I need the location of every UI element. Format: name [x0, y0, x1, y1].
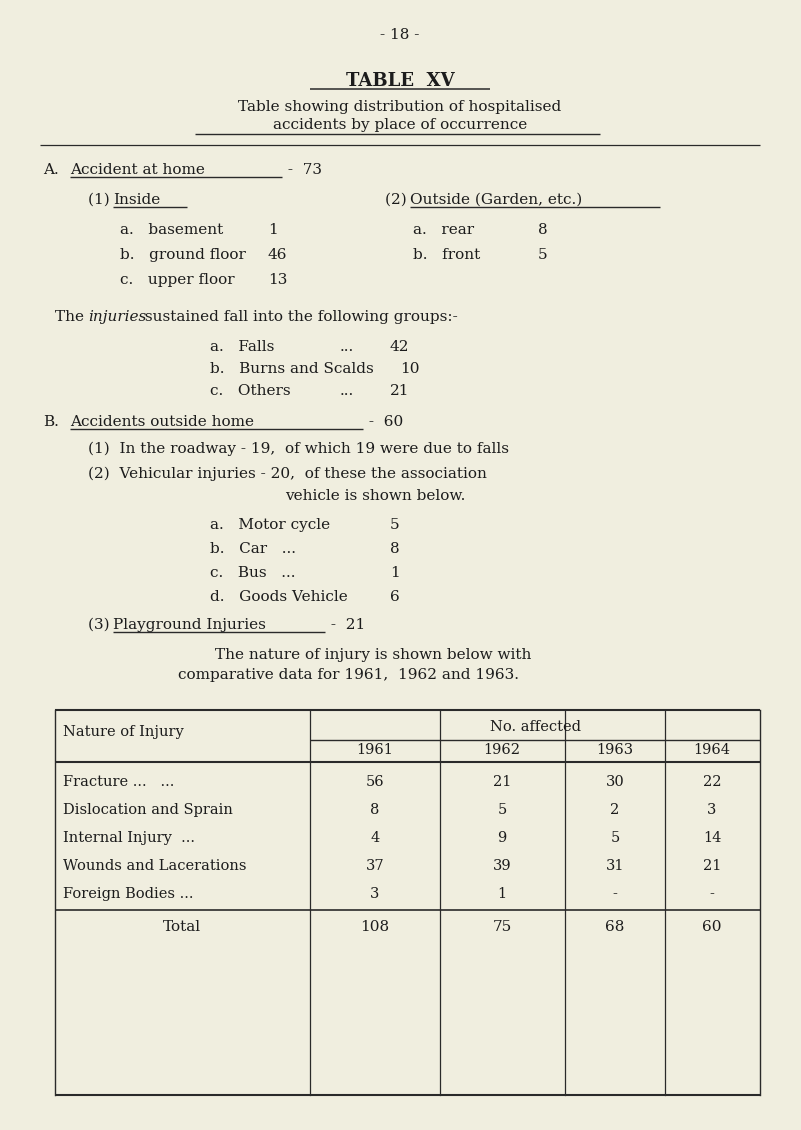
Text: 22: 22 — [702, 775, 721, 789]
Text: d.   Goods Vehicle: d. Goods Vehicle — [210, 590, 348, 605]
Text: 108: 108 — [360, 920, 389, 935]
Text: TABLE  XV: TABLE XV — [346, 72, 454, 90]
Text: 42: 42 — [390, 340, 409, 354]
Text: 8: 8 — [390, 542, 400, 556]
Text: 1963: 1963 — [597, 744, 634, 757]
Text: 21: 21 — [702, 859, 721, 873]
Text: 1: 1 — [497, 887, 506, 901]
Text: 1: 1 — [390, 566, 400, 580]
Text: -  60: - 60 — [364, 415, 403, 429]
Text: Inside: Inside — [113, 193, 160, 207]
Text: 56: 56 — [366, 775, 384, 789]
Text: 60: 60 — [702, 920, 722, 935]
Text: ...: ... — [340, 384, 354, 398]
Text: Foreign Bodies ...: Foreign Bodies ... — [63, 887, 194, 901]
Text: 8: 8 — [538, 223, 548, 237]
Text: - 18 -: - 18 - — [380, 28, 420, 42]
Text: 3: 3 — [370, 887, 380, 901]
Text: The: The — [55, 310, 89, 324]
Text: 46: 46 — [268, 247, 288, 262]
Text: b.   ground floor: b. ground floor — [120, 247, 246, 262]
Text: accidents by place of occurrence: accidents by place of occurrence — [273, 118, 527, 132]
Text: 21: 21 — [493, 775, 511, 789]
Text: a.   Motor cycle: a. Motor cycle — [210, 518, 330, 532]
Text: 1964: 1964 — [694, 744, 731, 757]
Text: 5: 5 — [610, 831, 620, 845]
Text: Playground Injuries: Playground Injuries — [113, 618, 266, 632]
Text: 6: 6 — [390, 590, 400, 605]
Text: Nature of Injury: Nature of Injury — [63, 725, 183, 739]
Text: Fracture ...   ...: Fracture ... ... — [63, 775, 175, 789]
Text: Accidents outside home: Accidents outside home — [70, 415, 254, 429]
Text: a.   Falls: a. Falls — [210, 340, 275, 354]
Text: c.   Others: c. Others — [210, 384, 291, 398]
Text: 37: 37 — [366, 859, 384, 873]
Text: 68: 68 — [606, 920, 625, 935]
Text: c.   upper floor: c. upper floor — [120, 273, 235, 287]
Text: 21: 21 — [390, 384, 409, 398]
Text: c.   Bus   ...: c. Bus ... — [210, 566, 296, 580]
Text: comparative data for 1961,  1962 and 1963.: comparative data for 1961, 1962 and 1963… — [178, 668, 519, 683]
Text: 10: 10 — [400, 362, 420, 376]
Text: -  21: - 21 — [326, 618, 365, 632]
Text: 5: 5 — [538, 247, 548, 262]
Text: 13: 13 — [268, 273, 288, 287]
Text: 4: 4 — [370, 831, 380, 845]
Text: -  73: - 73 — [283, 163, 322, 177]
Text: a.   basement: a. basement — [120, 223, 223, 237]
Text: Total: Total — [163, 920, 201, 935]
Text: 1962: 1962 — [484, 744, 521, 757]
Text: 75: 75 — [493, 920, 512, 935]
Text: Internal Injury  ...: Internal Injury ... — [63, 831, 195, 845]
Text: The nature of injury is shown below with: The nature of injury is shown below with — [215, 647, 531, 662]
Text: No. affected: No. affected — [489, 720, 581, 735]
Text: ...: ... — [340, 340, 354, 354]
Text: (2)  Vehicular injuries - 20,  of these the association: (2) Vehicular injuries - 20, of these th… — [88, 467, 487, 481]
Text: -: - — [613, 887, 618, 901]
Text: A.: A. — [43, 163, 58, 177]
Text: 1: 1 — [268, 223, 278, 237]
Text: 39: 39 — [493, 859, 511, 873]
Text: 1961: 1961 — [356, 744, 393, 757]
Text: b.   Burns and Scalds: b. Burns and Scalds — [210, 362, 374, 376]
Text: 5: 5 — [390, 518, 400, 532]
Text: (1)  In the roadway - 19,  of which 19 were due to falls: (1) In the roadway - 19, of which 19 wer… — [88, 442, 509, 457]
Text: 8: 8 — [370, 803, 380, 817]
Text: 2: 2 — [610, 803, 620, 817]
Text: sustained fall into the following groups:-: sustained fall into the following groups… — [140, 310, 457, 324]
Text: 3: 3 — [707, 803, 717, 817]
Text: injuries: injuries — [88, 310, 147, 324]
Text: Wounds and Lacerations: Wounds and Lacerations — [63, 859, 247, 873]
Text: 14: 14 — [702, 831, 721, 845]
Text: 31: 31 — [606, 859, 624, 873]
Text: B.: B. — [43, 415, 59, 429]
Text: Outside (Garden, etc.): Outside (Garden, etc.) — [410, 193, 582, 207]
Text: Accident at home: Accident at home — [70, 163, 205, 177]
Text: Dislocation and Sprain: Dislocation and Sprain — [63, 803, 233, 817]
Text: vehicle is shown below.: vehicle is shown below. — [285, 489, 465, 503]
Text: 9: 9 — [497, 831, 506, 845]
Text: Table showing distribution of hospitalised: Table showing distribution of hospitalis… — [239, 99, 562, 114]
Text: b.   front: b. front — [413, 247, 481, 262]
Text: a.   rear: a. rear — [413, 223, 474, 237]
Text: (2): (2) — [385, 193, 412, 207]
Text: b.   Car   ...: b. Car ... — [210, 542, 296, 556]
Text: 5: 5 — [497, 803, 506, 817]
Text: -: - — [710, 887, 714, 901]
Text: (1): (1) — [88, 193, 115, 207]
Text: 30: 30 — [606, 775, 624, 789]
Text: (3): (3) — [88, 618, 115, 632]
